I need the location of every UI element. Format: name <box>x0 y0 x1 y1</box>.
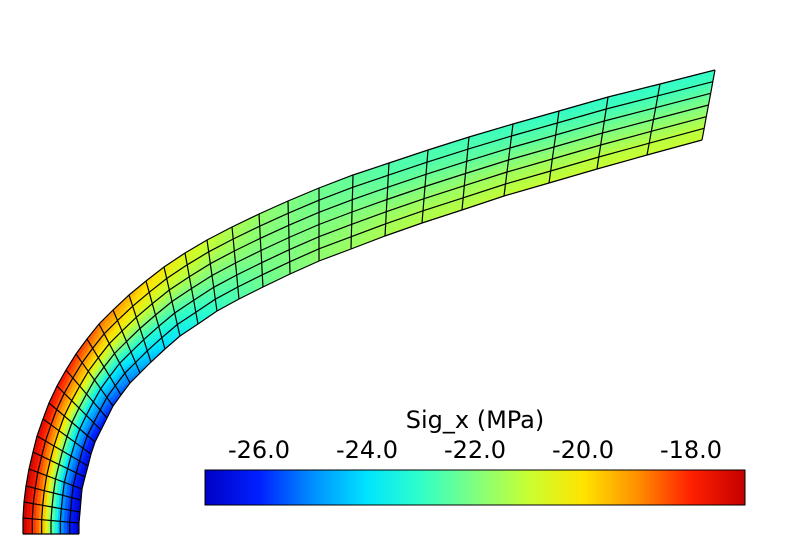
mesh-subcell <box>63 526 66 530</box>
mesh-subcell <box>73 526 76 530</box>
mesh-subcell <box>63 530 66 534</box>
mesh-subcell <box>35 524 38 529</box>
legend-title: Sig_x (MPa) <box>406 406 545 434</box>
legend-ticks: -26.0 -24.0 -22.0 -20.0 -18.0 <box>228 436 722 464</box>
mesh-cells <box>23 70 715 534</box>
mesh-subcell <box>54 530 57 534</box>
mesh-subcell <box>26 529 29 534</box>
legend-tick-label: -22.0 <box>444 436 506 464</box>
legend-tick-label: -20.0 <box>552 436 614 464</box>
fem-plot-svg: Sig_x (MPa) -26.0 -24.0 -22.0 -20.0 -18.0 <box>0 0 806 541</box>
mesh-subcell <box>54 525 57 530</box>
mesh-subcell <box>35 529 38 534</box>
legend-tick-label: -24.0 <box>336 436 398 464</box>
colorbar <box>205 470 745 505</box>
mesh-subcell <box>26 524 29 529</box>
mesh-subcell <box>45 525 48 530</box>
mesh-subcell <box>45 529 48 534</box>
legend-tick-label: -26.0 <box>228 436 290 464</box>
color-legend: Sig_x (MPa) -26.0 -24.0 -22.0 -20.0 -18.0 <box>205 406 745 505</box>
legend-tick-label: -18.0 <box>660 436 722 464</box>
